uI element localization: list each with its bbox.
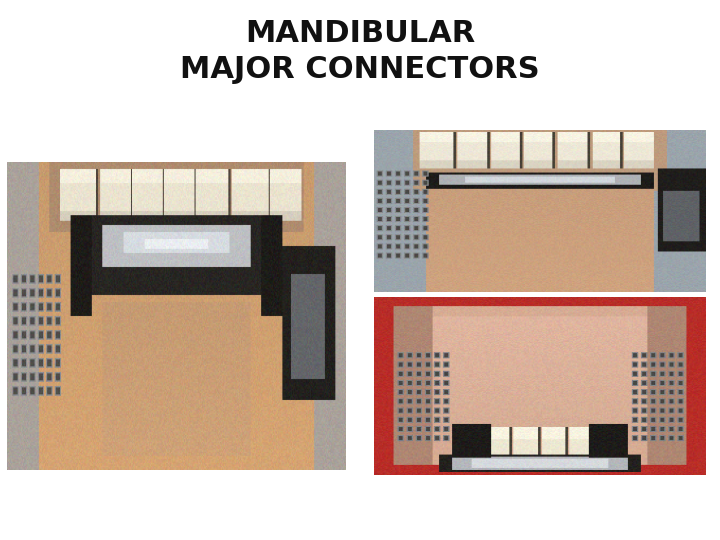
Text: -Lingual Bar: -Lingual Bar bbox=[22, 324, 181, 350]
Text: -Labial Bar: -Labial Bar bbox=[22, 381, 163, 407]
Text: MANDIBULAR
MAJOR CONNECTORS: MANDIBULAR MAJOR CONNECTORS bbox=[180, 19, 540, 84]
Text: -Lingual Plate: -Lingual Plate bbox=[22, 437, 202, 463]
